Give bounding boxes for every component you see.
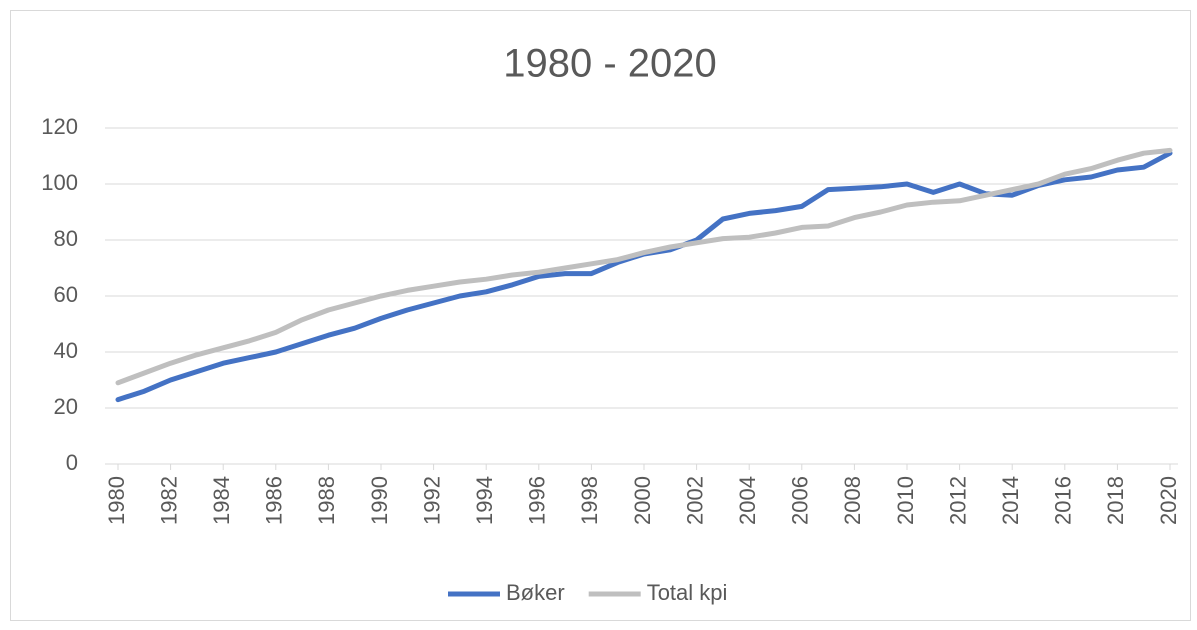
x-tick-label: 2006 (788, 476, 813, 525)
x-tick-label: 2020 (1156, 476, 1181, 525)
x-tick-label: 2010 (893, 476, 918, 525)
legend-label: Bøker (506, 580, 565, 605)
chart-title: 1980 - 2020 (503, 42, 717, 86)
x-tick-label: 2004 (735, 476, 760, 525)
legend-label: Total kpi (647, 580, 728, 605)
x-tick-label: 2002 (682, 476, 707, 525)
y-tick-label: 0 (66, 450, 78, 475)
y-tick-label: 120 (41, 114, 78, 139)
x-tick-label: 1984 (209, 476, 234, 525)
x-tick-label: 2008 (840, 476, 865, 525)
y-tick-label: 20 (54, 394, 78, 419)
x-tick-label: 2014 (998, 476, 1023, 525)
x-tick-label: 2012 (945, 476, 970, 525)
x-tick-label: 2000 (630, 476, 655, 525)
x-tick-label: 1994 (472, 476, 497, 525)
x-tick-label: 1996 (525, 476, 550, 525)
x-tick-label: 1988 (314, 476, 339, 525)
x-tick-label: 1990 (367, 476, 392, 525)
x-tick-label: 1980 (104, 476, 129, 525)
y-tick-label: 40 (54, 338, 78, 363)
x-tick-label: 1992 (419, 476, 444, 525)
y-tick-label: 80 (54, 226, 78, 251)
series-line (115, 147, 1173, 386)
x-tick-label: 1982 (156, 476, 181, 525)
x-tick-label: 1986 (262, 476, 287, 525)
y-tick-label: 60 (54, 282, 78, 307)
chart-border (10, 10, 1191, 621)
x-tick-label: 2018 (1103, 476, 1128, 525)
x-tick-label: 1998 (577, 476, 602, 525)
x-tick-label: 2016 (1051, 476, 1076, 525)
y-tick-label: 100 (41, 170, 78, 195)
